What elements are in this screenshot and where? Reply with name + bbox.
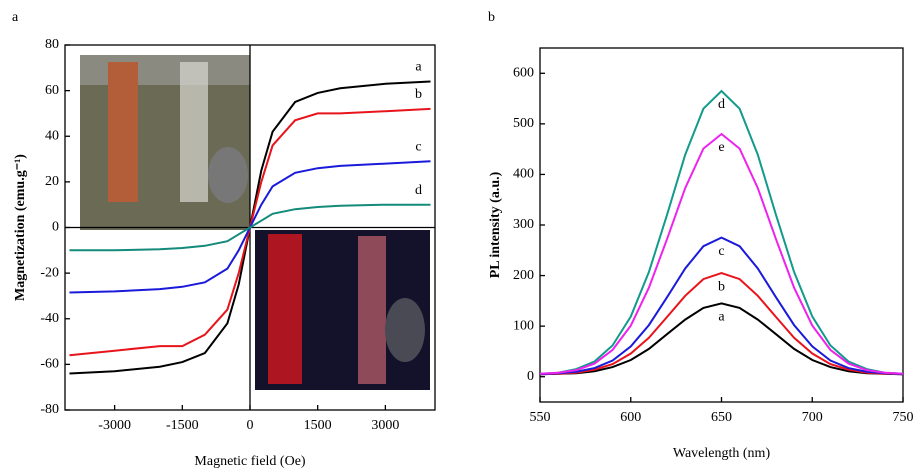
series-line [539, 132, 904, 375]
y-axis-label: Magnetization (emu.g⁻¹) [13, 154, 28, 301]
y-axis-label: PL intensity (a.u.) [488, 171, 503, 278]
y-tick-label: -40 [40, 311, 59, 326]
y-tick-label: 60 [45, 83, 59, 98]
series-line [539, 89, 904, 375]
inset-magnet [208, 147, 248, 203]
y-tick-label: 200 [513, 268, 534, 283]
x-tick-label: -1500 [166, 418, 199, 433]
series-label: c [718, 244, 724, 259]
series-line [539, 302, 904, 376]
x-tick-label: 650 [711, 410, 732, 425]
y-tick-label: 80 [45, 37, 59, 52]
inset-cuvette [180, 62, 208, 202]
series-label: a [718, 310, 725, 325]
x-tick-label: 3000 [371, 418, 399, 433]
inset-cuvette [358, 236, 386, 384]
y-tick-label: 500 [513, 116, 534, 131]
x-tick-label: 0 [247, 418, 254, 433]
series-label: d [415, 183, 422, 198]
inset-magnet [385, 298, 425, 362]
inset-photo-bg [80, 55, 250, 85]
series-line [539, 236, 904, 376]
x-tick-label: 1500 [304, 418, 332, 433]
series-label: c [415, 140, 421, 155]
panel-label: a [12, 10, 19, 25]
x-axis-label: Magnetic field (Oe) [194, 454, 306, 469]
y-tick-label: 600 [513, 66, 534, 81]
series-label: e [718, 140, 724, 155]
x-tick-label: 600 [620, 410, 641, 425]
y-tick-label: 20 [45, 174, 59, 189]
x-tick-label: 700 [802, 410, 823, 425]
y-tick-label: 0 [527, 369, 534, 384]
series-label: a [415, 60, 422, 75]
series-label: d [718, 97, 725, 112]
y-tick-label: 300 [513, 217, 534, 232]
series-label: b [718, 279, 725, 294]
y-tick-label: 40 [45, 128, 59, 143]
x-tick-label: 550 [530, 410, 551, 425]
y-tick-label: 100 [513, 318, 534, 333]
inset-cuvette [268, 234, 302, 384]
series-label: b [415, 87, 422, 102]
y-tick-label: -60 [40, 357, 59, 372]
x-axis-label: Wavelength (nm) [673, 446, 771, 461]
y-tick-label: -20 [40, 265, 59, 280]
x-tick-label: 750 [893, 410, 914, 425]
series-line [69, 203, 431, 252]
x-tick-label: -3000 [98, 418, 131, 433]
inset-cuvette [108, 62, 138, 202]
y-tick-label: 400 [513, 167, 534, 182]
series-line [539, 271, 904, 376]
y-tick-label: -80 [40, 402, 59, 417]
panel-label: b [488, 10, 495, 25]
y-tick-label: 0 [52, 220, 59, 235]
